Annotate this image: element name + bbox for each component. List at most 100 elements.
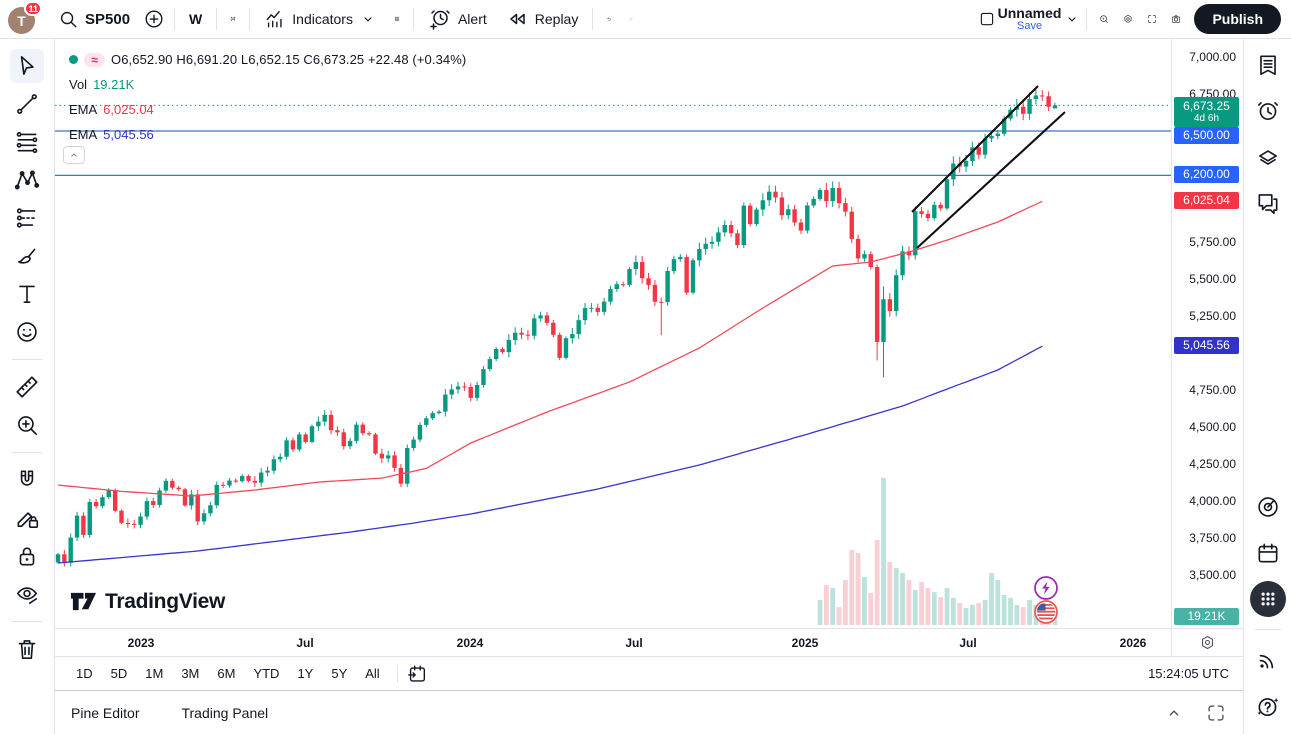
sidebar-chat-button[interactable] [1250, 185, 1286, 221]
bottom-panel: Pine Editor Trading Panel [55, 690, 1243, 734]
tool-trendline[interactable] [10, 87, 44, 121]
trend-channel-line[interactable] [916, 111, 1066, 249]
toolbar-divider [12, 359, 42, 360]
tool-forecast[interactable] [10, 201, 44, 235]
utc-clock[interactable]: 15:24:05 UTC [1148, 666, 1229, 681]
tool-xabcd[interactable] [10, 163, 44, 197]
alert-clock-icon [428, 7, 452, 31]
maximize-panel-icon[interactable] [1205, 702, 1227, 724]
search-icon [57, 8, 79, 30]
help-icon [1255, 693, 1281, 719]
sidebar-broadcast-button[interactable] [1250, 642, 1286, 678]
right-sidebar [1243, 39, 1291, 734]
fullscreen-icon[interactable] [1140, 7, 1164, 31]
compare-add-icon[interactable] [143, 8, 165, 30]
legend-symbol-row[interactable]: ≈ O6,652.90 H6,691.20 L6,652.15 C6,673.2… [69, 48, 466, 71]
candlestick-chart[interactable] [55, 39, 1171, 628]
sidebar-help-button[interactable] [1250, 688, 1286, 724]
range-ytd[interactable]: YTD [253, 666, 280, 681]
drawing-toolbar [0, 39, 55, 734]
tab-trading-panel[interactable]: Trading Panel [181, 704, 269, 721]
legend-ema1-row[interactable]: EMA 6,025.04 [69, 98, 466, 121]
sidebar-apps-button[interactable] [1249, 581, 1286, 617]
legend-ema2-row[interactable]: EMA 5,045.56 [69, 123, 466, 146]
alert-button[interactable]: Alert [419, 4, 496, 34]
chevron-up-icon [67, 148, 81, 162]
price-label: 6,673.25 4d 6h [1174, 97, 1239, 127]
interval-button[interactable]: W [189, 11, 203, 27]
layout-chevron-icon[interactable] [1063, 10, 1081, 28]
tradingview-logo-icon [70, 592, 97, 611]
us-flag-badge[interactable] [1034, 600, 1058, 624]
chart-style-icon[interactable] [222, 8, 244, 30]
tool-fib[interactable] [10, 125, 44, 159]
symbol-search-button[interactable]: SP500 [48, 4, 139, 34]
tool-text[interactable] [10, 277, 44, 311]
tool-ruler[interactable] [10, 370, 44, 404]
price-tick: 5,500.00 [1189, 272, 1236, 286]
ema-slow-line[interactable] [57, 345, 1043, 564]
tab-pine-editor[interactable]: Pine Editor [71, 704, 140, 721]
replay-button[interactable]: Replay [496, 4, 588, 34]
indicators-button[interactable]: Indicators [255, 4, 386, 34]
range-3m[interactable]: 3M [181, 666, 200, 681]
time-tick: 2025 [791, 635, 819, 650]
sidebar-alarm-button[interactable] [1250, 93, 1286, 129]
tool-smiley[interactable] [10, 315, 44, 349]
price-label: 6,025.04 [1174, 192, 1239, 209]
range-5y[interactable]: 5Y [331, 666, 348, 681]
axis-gear-icon[interactable] [1199, 634, 1216, 651]
range-5d[interactable]: 5D [110, 666, 128, 681]
range-1d[interactable]: 1D [76, 666, 93, 681]
snapshot-icon[interactable] [1164, 7, 1188, 31]
time-tick: Jul [296, 635, 314, 650]
tool-brush[interactable] [10, 239, 44, 273]
axis-settings-corner[interactable] [1171, 629, 1243, 656]
toolbar-divider [12, 452, 42, 453]
volume-bars [817, 478, 1058, 625]
save-link[interactable]: Save [1017, 19, 1043, 32]
go-to-date-icon[interactable] [406, 663, 428, 685]
lock-icon [14, 543, 40, 569]
layout-name-button[interactable]: Unnamed Save [998, 6, 1062, 32]
tool-zoomin[interactable] [10, 408, 44, 442]
publish-button[interactable]: Publish [1194, 4, 1281, 34]
range-1m[interactable]: 1M [145, 666, 164, 681]
time-axis[interactable]: 2023 Jul 2024 Jul 2025 Jul 2026 [55, 629, 1171, 656]
tool-eyecross[interactable] [10, 577, 44, 611]
xabcd-icon [14, 167, 40, 193]
ema-fast-line[interactable] [57, 200, 1043, 497]
lightning-badge[interactable] [1034, 576, 1058, 600]
legend-volume-row[interactable]: Vol 19.21K [69, 73, 466, 96]
user-menu-button[interactable]: T 11 [8, 1, 42, 34]
layout-icon[interactable] [978, 10, 996, 28]
undo-icon[interactable] [598, 8, 620, 30]
sidebar-watchlist-button[interactable] [1250, 47, 1286, 83]
tool-cursor[interactable] [10, 49, 44, 83]
sidebar-calendar-button[interactable] [1250, 535, 1286, 571]
settings-icon[interactable] [1116, 7, 1140, 31]
quick-search-icon[interactable] [1092, 7, 1116, 31]
sidebar-radar-button[interactable] [1250, 489, 1286, 525]
range-1y[interactable]: 1Y [297, 666, 314, 681]
expand-panel-icon[interactable] [1163, 702, 1185, 724]
tool-trash[interactable] [10, 632, 44, 666]
trend-channel-line[interactable] [911, 85, 1039, 213]
volume-value: 19.21K [93, 77, 135, 92]
center-column: TradingView ≈ O6,652.90 H6,691.20 L6,652… [55, 39, 1243, 734]
legend-collapse-button[interactable] [63, 146, 85, 164]
range-all[interactable]: All [365, 666, 380, 681]
tool-lock[interactable] [10, 539, 44, 573]
divider [592, 8, 594, 30]
ema2-label: EMA [69, 127, 98, 142]
price-axis[interactable]: 7,000.00 6,750.00 5,750.00 5,500.00 5,250.00… [1171, 39, 1243, 628]
sidebar-layers-button[interactable] [1250, 139, 1286, 175]
tool-penlock[interactable] [10, 501, 44, 535]
text-icon [14, 281, 40, 307]
tool-magnet[interactable] [10, 463, 44, 497]
redo-icon[interactable] [620, 8, 642, 30]
range-6m[interactable]: 6M [217, 666, 236, 681]
indicator-templates-icon[interactable] [386, 8, 408, 30]
chart-plot[interactable]: TradingView ≈ O6,652.90 H6,691.20 L6,652… [55, 39, 1171, 628]
time-tick: 2026 [1119, 635, 1147, 650]
